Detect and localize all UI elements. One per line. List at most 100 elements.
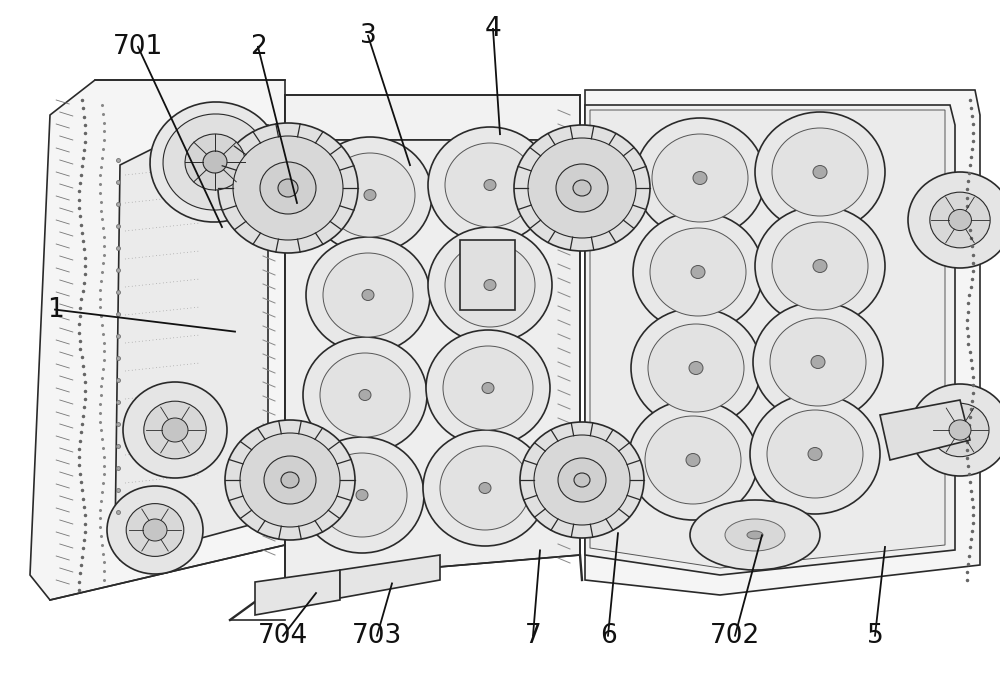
Ellipse shape bbox=[558, 458, 606, 502]
Ellipse shape bbox=[440, 446, 530, 530]
Polygon shape bbox=[285, 95, 580, 140]
Ellipse shape bbox=[772, 222, 868, 310]
Ellipse shape bbox=[650, 228, 746, 316]
Text: 3: 3 bbox=[360, 23, 376, 49]
Ellipse shape bbox=[691, 266, 705, 279]
Polygon shape bbox=[880, 400, 970, 460]
Polygon shape bbox=[285, 140, 580, 580]
Ellipse shape bbox=[482, 383, 494, 394]
Ellipse shape bbox=[300, 437, 424, 553]
Ellipse shape bbox=[750, 394, 880, 514]
Ellipse shape bbox=[813, 259, 827, 272]
Ellipse shape bbox=[770, 318, 866, 406]
Ellipse shape bbox=[225, 420, 355, 540]
Ellipse shape bbox=[635, 118, 765, 238]
Ellipse shape bbox=[811, 356, 825, 369]
Ellipse shape bbox=[123, 382, 227, 478]
Text: 704: 704 bbox=[258, 623, 308, 649]
Ellipse shape bbox=[767, 410, 863, 498]
Polygon shape bbox=[30, 80, 285, 600]
Ellipse shape bbox=[126, 504, 184, 557]
Ellipse shape bbox=[520, 422, 644, 538]
Ellipse shape bbox=[303, 337, 427, 453]
Text: 703: 703 bbox=[352, 623, 402, 649]
Ellipse shape bbox=[949, 209, 971, 230]
Ellipse shape bbox=[910, 384, 1000, 476]
Ellipse shape bbox=[755, 206, 885, 326]
Polygon shape bbox=[340, 555, 440, 598]
Ellipse shape bbox=[725, 519, 785, 551]
Ellipse shape bbox=[323, 253, 413, 337]
Ellipse shape bbox=[260, 162, 316, 214]
Ellipse shape bbox=[633, 212, 763, 332]
Text: 6: 6 bbox=[600, 623, 616, 649]
Ellipse shape bbox=[150, 102, 280, 222]
Ellipse shape bbox=[645, 416, 741, 504]
Ellipse shape bbox=[423, 430, 547, 546]
Ellipse shape bbox=[278, 179, 298, 197]
Ellipse shape bbox=[445, 243, 535, 327]
Ellipse shape bbox=[628, 400, 758, 520]
Ellipse shape bbox=[753, 302, 883, 422]
Ellipse shape bbox=[218, 123, 358, 253]
Ellipse shape bbox=[240, 433, 340, 527]
Text: 7: 7 bbox=[525, 623, 541, 649]
Ellipse shape bbox=[356, 489, 368, 500]
Polygon shape bbox=[585, 105, 955, 575]
Text: 5: 5 bbox=[867, 623, 883, 649]
Ellipse shape bbox=[281, 472, 299, 488]
Ellipse shape bbox=[144, 401, 206, 459]
Ellipse shape bbox=[556, 164, 608, 212]
Ellipse shape bbox=[107, 486, 203, 574]
Ellipse shape bbox=[949, 420, 971, 440]
Ellipse shape bbox=[690, 500, 820, 570]
Text: 1: 1 bbox=[47, 297, 63, 323]
Ellipse shape bbox=[514, 125, 650, 251]
Ellipse shape bbox=[689, 361, 703, 374]
Polygon shape bbox=[590, 110, 945, 568]
Ellipse shape bbox=[573, 180, 591, 196]
Text: 2: 2 bbox=[250, 34, 266, 60]
Ellipse shape bbox=[185, 134, 245, 190]
Polygon shape bbox=[255, 570, 340, 615]
Ellipse shape bbox=[445, 143, 535, 227]
Ellipse shape bbox=[317, 453, 407, 537]
Ellipse shape bbox=[648, 324, 744, 412]
Ellipse shape bbox=[484, 180, 496, 191]
Ellipse shape bbox=[428, 227, 552, 343]
Ellipse shape bbox=[813, 166, 827, 178]
Polygon shape bbox=[585, 90, 980, 595]
Text: 701: 701 bbox=[113, 34, 163, 60]
Ellipse shape bbox=[306, 237, 430, 353]
Ellipse shape bbox=[479, 482, 491, 493]
Ellipse shape bbox=[163, 114, 267, 210]
Ellipse shape bbox=[143, 519, 167, 541]
Ellipse shape bbox=[364, 189, 376, 200]
Ellipse shape bbox=[233, 136, 343, 240]
Bar bbox=[460, 240, 515, 310]
Ellipse shape bbox=[359, 389, 371, 400]
Ellipse shape bbox=[362, 290, 374, 301]
Ellipse shape bbox=[320, 353, 410, 437]
Ellipse shape bbox=[203, 151, 227, 173]
Ellipse shape bbox=[325, 153, 415, 237]
Polygon shape bbox=[115, 125, 268, 560]
Ellipse shape bbox=[428, 127, 552, 243]
Ellipse shape bbox=[534, 435, 630, 525]
Ellipse shape bbox=[772, 128, 868, 216]
Ellipse shape bbox=[308, 137, 432, 253]
Ellipse shape bbox=[264, 456, 316, 504]
Ellipse shape bbox=[755, 112, 885, 232]
Ellipse shape bbox=[484, 279, 496, 290]
Ellipse shape bbox=[747, 531, 763, 539]
Ellipse shape bbox=[652, 134, 748, 222]
Ellipse shape bbox=[931, 403, 989, 457]
Ellipse shape bbox=[686, 453, 700, 466]
Ellipse shape bbox=[574, 473, 590, 487]
Ellipse shape bbox=[528, 138, 636, 238]
Text: 4: 4 bbox=[485, 16, 501, 42]
Ellipse shape bbox=[426, 330, 550, 446]
Ellipse shape bbox=[930, 192, 990, 248]
Ellipse shape bbox=[808, 447, 822, 460]
Ellipse shape bbox=[693, 171, 707, 184]
